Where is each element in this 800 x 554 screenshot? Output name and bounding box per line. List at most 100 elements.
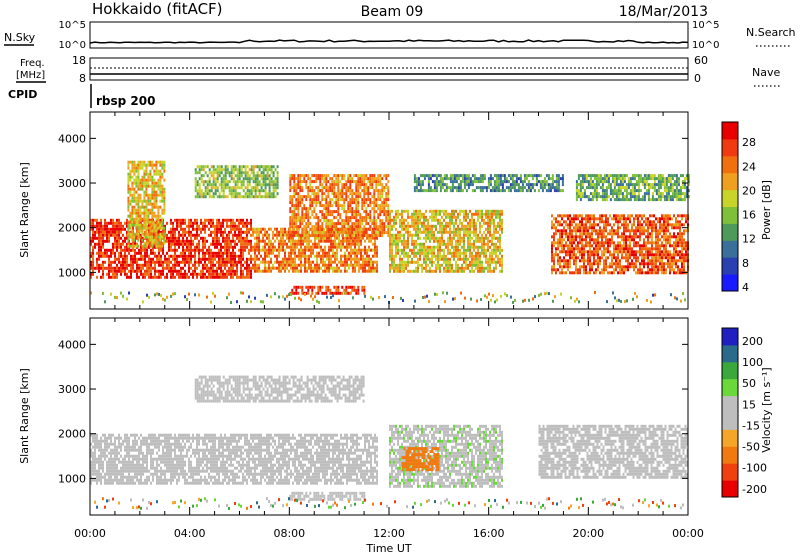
echo-cell <box>301 219 304 223</box>
echo-cell <box>497 183 500 187</box>
echo-cell <box>451 177 454 181</box>
echo-cell <box>293 207 296 211</box>
echo-cell <box>96 275 98 279</box>
echo-cell <box>212 180 215 184</box>
echo-cell <box>100 266 102 270</box>
echo-cell <box>333 291 336 295</box>
echo-cell <box>198 189 201 193</box>
echo-cell <box>553 244 555 248</box>
echo-cell <box>116 242 118 246</box>
echo-cell <box>144 248 146 252</box>
echo-cell <box>264 230 266 234</box>
echo-cell <box>427 224 429 228</box>
echo-cell <box>202 174 205 178</box>
echo-cell <box>497 186 500 190</box>
echo-cell <box>579 235 581 239</box>
echo-cell <box>417 215 419 219</box>
echo-cell <box>318 245 320 249</box>
echo-cell <box>461 239 463 243</box>
echo-cell <box>557 253 559 257</box>
echo-cell <box>178 230 180 234</box>
echo-cell <box>355 174 358 178</box>
echo-cell <box>349 210 352 214</box>
echo-cell <box>289 189 292 193</box>
echo-cell <box>423 227 425 231</box>
echo-cell <box>230 260 232 264</box>
echo-cell <box>290 257 292 261</box>
echo-cell <box>96 242 98 246</box>
echo-cell <box>200 218 202 222</box>
echo-cell <box>499 218 501 222</box>
echo-cell <box>439 263 441 267</box>
echo-cell <box>358 248 360 252</box>
echo-cell <box>120 272 122 276</box>
echo-cell <box>254 242 256 246</box>
echo-cell <box>561 214 563 218</box>
echo-cell <box>118 224 120 228</box>
echo-cell <box>94 245 96 249</box>
echo-cell <box>471 189 474 193</box>
echo-cell <box>90 218 92 222</box>
echo-cell <box>455 263 457 267</box>
echo-cell <box>347 207 350 211</box>
echo-cell <box>310 251 312 255</box>
echo-cell <box>282 248 284 252</box>
echo-cell <box>292 260 294 264</box>
echo-cell <box>230 177 233 181</box>
echo-cell <box>127 178 130 182</box>
echo-cell <box>246 233 248 237</box>
echo-cell <box>135 211 138 215</box>
echo-cell <box>293 231 296 235</box>
echo-cell <box>477 177 480 181</box>
echo-cell <box>242 242 244 246</box>
echo-cell <box>433 186 436 190</box>
echo-cell <box>280 230 282 234</box>
echo-cell <box>301 201 304 205</box>
echo-cell <box>258 183 261 187</box>
echo-cell <box>202 224 204 228</box>
echo-cell <box>182 218 184 222</box>
echo-cell <box>501 183 504 187</box>
echo-cell <box>198 257 200 261</box>
echo-cell <box>170 275 172 279</box>
echo-cell <box>366 254 368 258</box>
echo-cell <box>293 225 296 229</box>
echo-cell <box>210 233 212 237</box>
echo-cell <box>403 221 405 225</box>
echo-cell <box>503 189 506 193</box>
echo-cell <box>455 174 458 178</box>
echo-cell <box>240 195 243 199</box>
echo-cell <box>569 253 571 257</box>
echo-cell <box>114 266 116 270</box>
echo-cell <box>152 257 154 261</box>
echo-cell <box>328 260 330 264</box>
echo-cell <box>561 247 563 251</box>
echo-cell <box>309 180 312 184</box>
echo-cell <box>545 174 548 178</box>
echo-cell <box>463 245 465 249</box>
echo-cell <box>141 166 144 170</box>
echo-cell <box>473 233 475 237</box>
echo-cell <box>210 174 213 178</box>
echo-cell <box>363 174 366 178</box>
echo-cell <box>481 239 483 243</box>
echo-cell <box>397 215 399 219</box>
echo-cell <box>230 221 232 225</box>
echo-cell <box>230 165 233 169</box>
echo-cell <box>417 183 420 187</box>
echo-cell <box>314 236 316 240</box>
echo-cell <box>264 266 266 270</box>
echo-cell <box>149 175 152 179</box>
echo-cell <box>242 254 244 258</box>
echo-cell <box>325 180 328 184</box>
echo-cell <box>431 260 433 264</box>
echo-cell <box>350 254 352 258</box>
echo-cell <box>433 230 435 234</box>
echo-cell <box>163 241 166 245</box>
echo-cell <box>250 269 252 273</box>
echo-cell <box>228 218 230 222</box>
echo-cell <box>234 180 237 184</box>
echo-cell <box>152 251 154 255</box>
echo-cell <box>321 222 324 226</box>
echo-cell <box>479 189 482 193</box>
